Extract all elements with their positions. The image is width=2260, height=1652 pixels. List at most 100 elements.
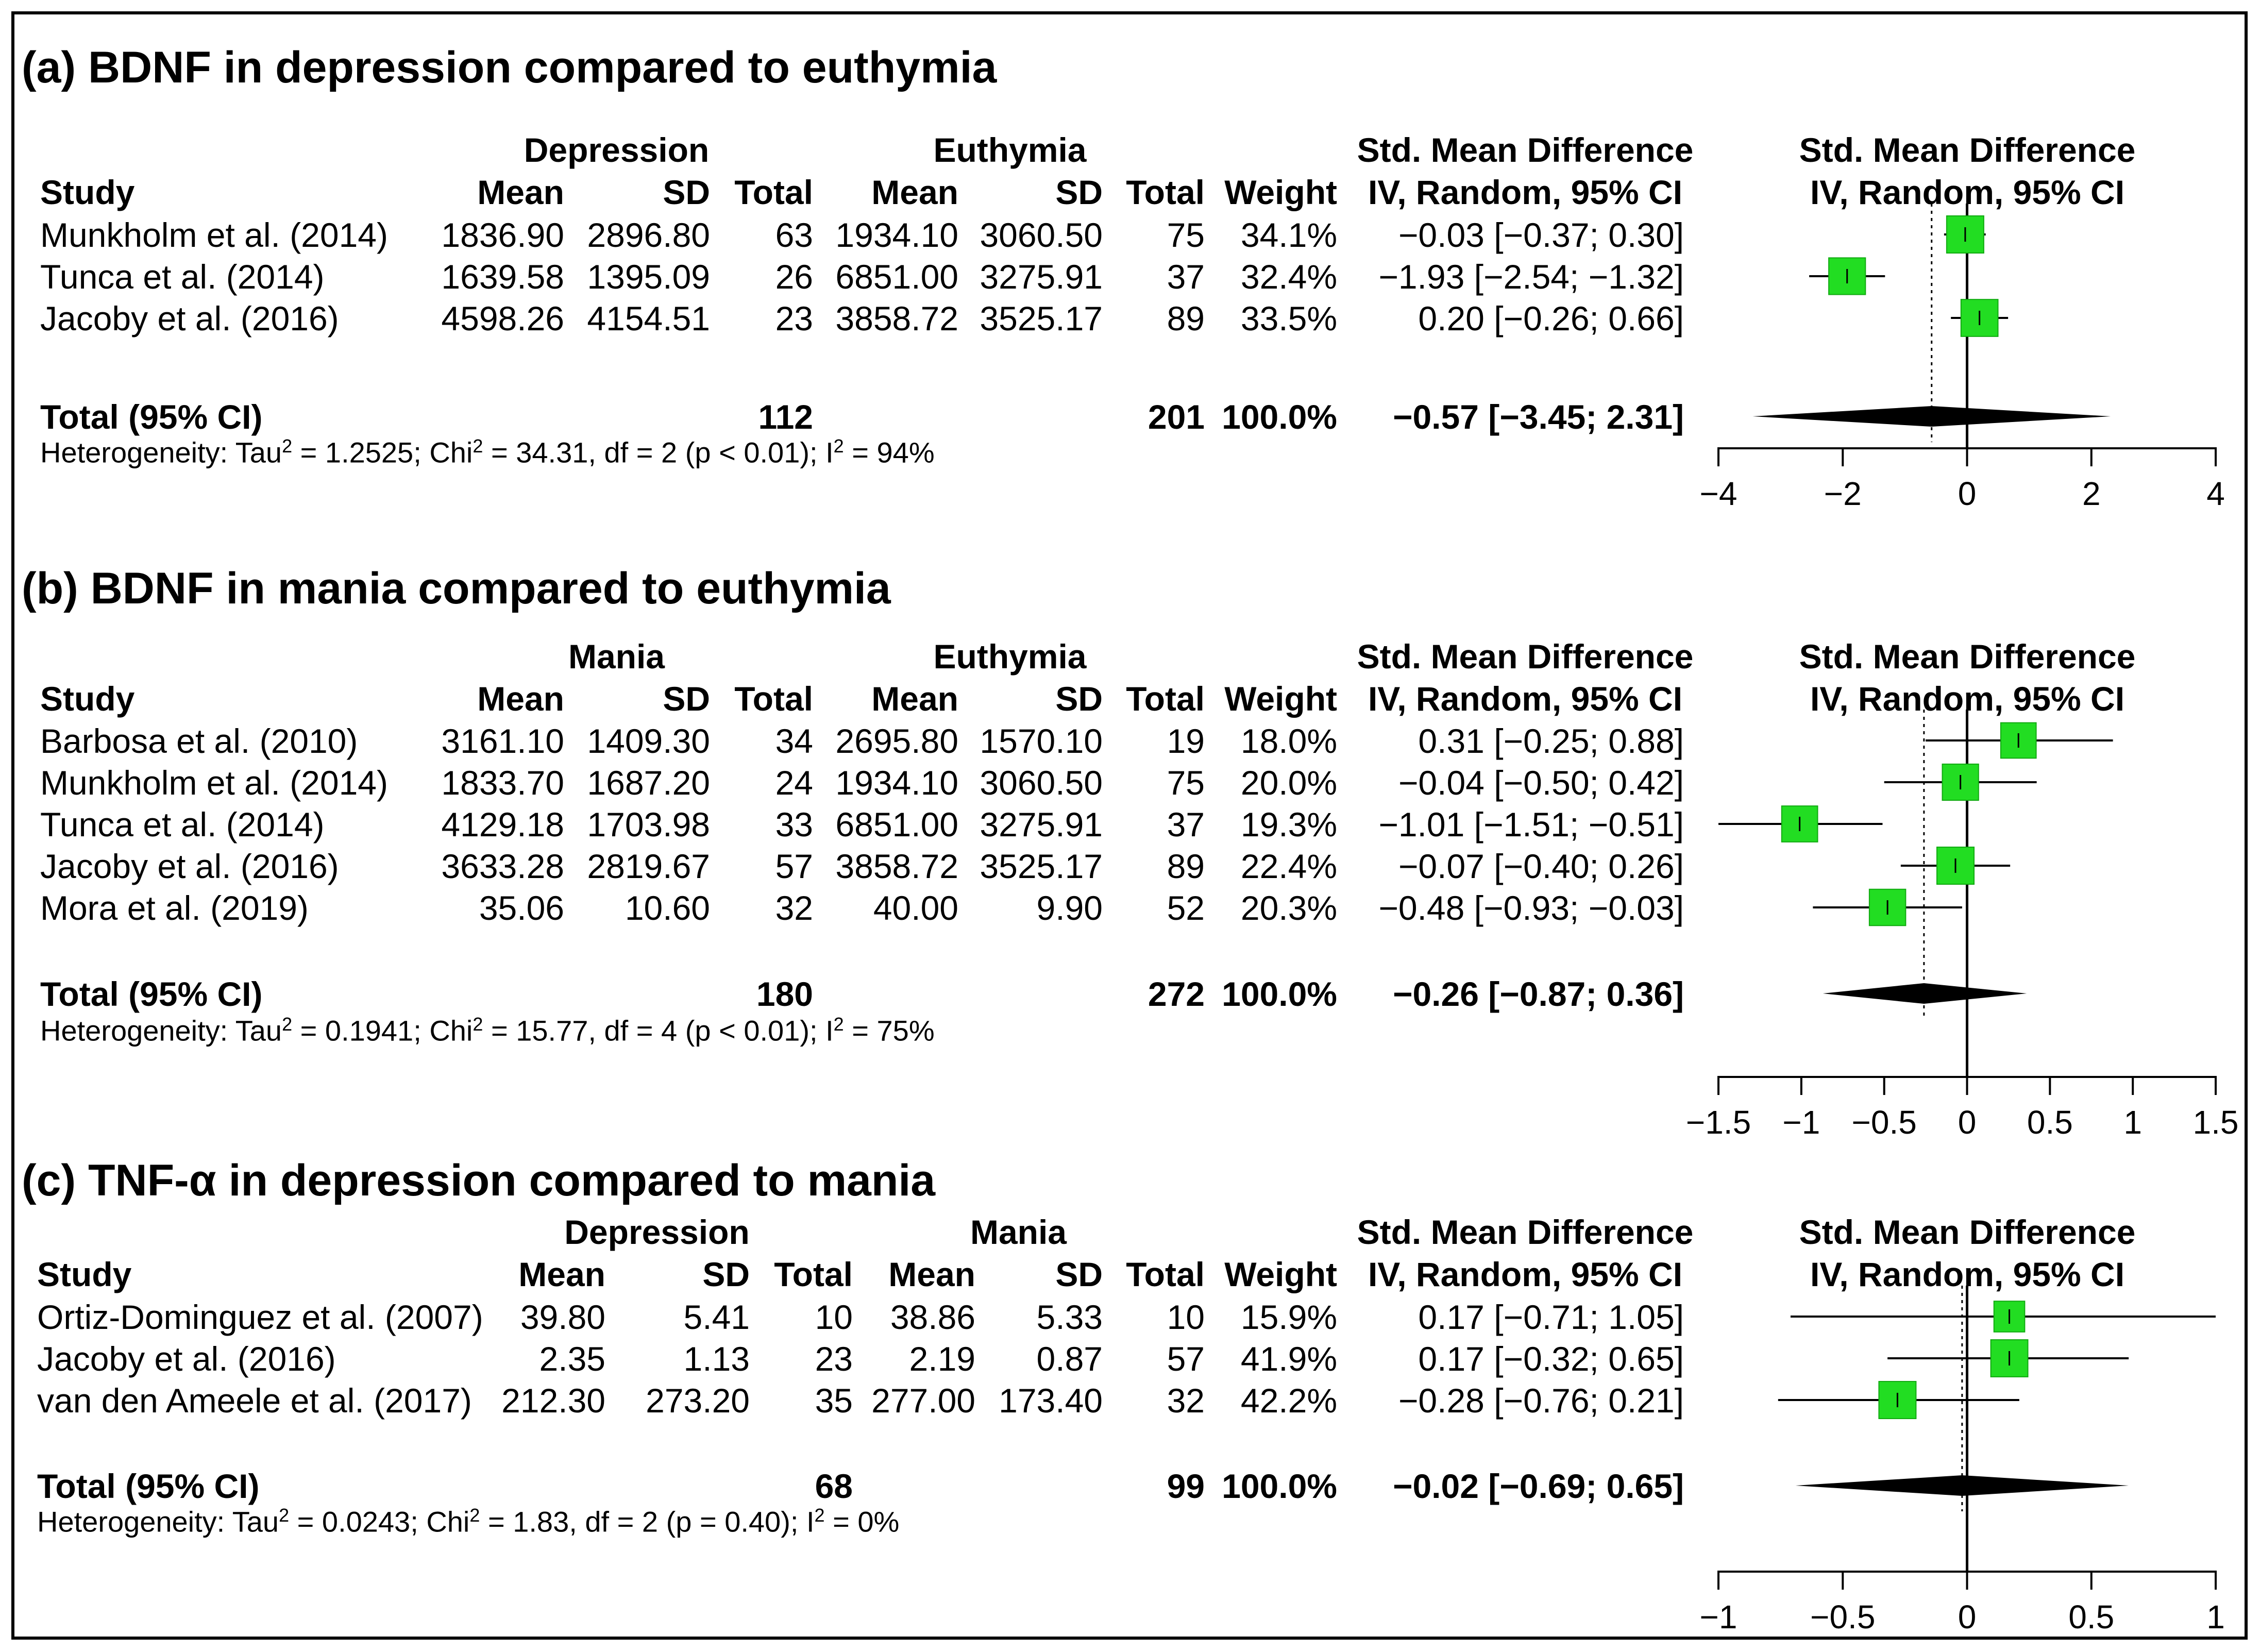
study-header: Study [40, 680, 135, 718]
ci-value: −0.03 [−0.37; 0.30] [1398, 216, 1684, 254]
mean1-header: Mean [518, 1255, 605, 1293]
n1-value: 10 [815, 1298, 853, 1336]
n1-value: 32 [775, 889, 813, 927]
sd2-header: SD [1055, 680, 1103, 718]
group1-label: Depression [524, 131, 710, 169]
n1-value: 63 [775, 216, 813, 254]
x-tick-label: 2 [2082, 475, 2101, 512]
sd1-value: 1703.98 [587, 805, 710, 844]
figure-frame [11, 11, 2248, 1640]
total-label: Total (95% CI) [40, 975, 263, 1013]
sd2-header: SD [1055, 1255, 1103, 1293]
sd1-value: 5.41 [683, 1298, 750, 1336]
total-n2: 201 [1148, 398, 1205, 436]
het-part: 4 [661, 1014, 678, 1047]
sd1-header: SD [663, 680, 710, 718]
sd2-value: 3525.17 [980, 299, 1103, 338]
n2-value: 52 [1167, 889, 1205, 927]
weight-value: 18.0% [1240, 722, 1337, 760]
pooled-diamond [1795, 1475, 2129, 1496]
sd2-value: 3275.91 [980, 258, 1103, 296]
het-part: 2 [642, 1505, 659, 1538]
pooled-diamond [1752, 406, 2111, 427]
x-tick-label: 1.5 [2193, 1104, 2239, 1141]
total-ci: −0.02 [−0.69; 0.65] [1392, 1467, 1684, 1505]
n1-value: 23 [815, 1340, 853, 1378]
panel-title: (b) BDNF in mania compared to euthymia [22, 564, 891, 613]
total-n2: 99 [1167, 1467, 1205, 1505]
x-tick-label: −1.5 [1686, 1104, 1751, 1141]
total-weight: 100.0% [1222, 1467, 1337, 1505]
sd1-value: 4154.51 [587, 299, 710, 338]
sd2-value: 3525.17 [980, 847, 1103, 885]
mean1-value: 35.06 [479, 889, 564, 927]
weight-value: 15.9% [1240, 1298, 1337, 1336]
total-n1: 180 [756, 975, 813, 1013]
group1-label: Mania [568, 637, 665, 676]
het-part: Heterogeneity: Tau [40, 436, 282, 469]
het-part: p = 0.40 [676, 1505, 781, 1538]
n2-value: 75 [1167, 216, 1205, 254]
ci-value: −0.07 [−0.40; 0.26] [1398, 847, 1684, 885]
smd-header-line2: IV, Random, 95% CI [1368, 1255, 1683, 1293]
total1-header: Total [734, 680, 813, 718]
mean1-value: 2.35 [539, 1340, 605, 1378]
sd1-value: 10.60 [625, 889, 710, 927]
weight-value: 33.5% [1240, 299, 1337, 338]
mean2-header: Mean [871, 680, 958, 718]
weight-value: 22.4% [1240, 847, 1337, 885]
n2-value: 10 [1167, 1298, 1205, 1336]
ci-value: 0.17 [−0.32; 0.65] [1418, 1340, 1684, 1378]
het-part: 2 [469, 1505, 480, 1526]
pooled-diamond [1823, 983, 2027, 1004]
n1-value: 57 [775, 847, 813, 885]
n1-value: 35 [815, 1381, 853, 1420]
mean2-value: 3858.72 [835, 299, 958, 338]
mean2-value: 6851.00 [835, 805, 958, 844]
mean1-value: 4129.18 [441, 805, 564, 844]
het-part: 75% [876, 1014, 935, 1047]
x-tick-label: 1 [2123, 1104, 2142, 1141]
x-tick-label: 0 [1958, 1598, 1977, 1636]
total-weight: 100.0% [1222, 398, 1337, 436]
het-part: 1.83 [513, 1505, 569, 1538]
n2-value: 19 [1167, 722, 1205, 760]
ci-value: −0.04 [−0.50; 0.42] [1398, 764, 1684, 802]
study-name: Mora et al. (2019) [40, 889, 309, 927]
study-name: Tunca et al. (2014) [40, 258, 325, 296]
sd1-value: 2819.67 [587, 847, 710, 885]
x-tick-label: −0.5 [1851, 1104, 1916, 1141]
weight-value: 20.0% [1240, 764, 1337, 802]
sd1-value: 1409.30 [587, 722, 710, 760]
total-n1: 68 [815, 1467, 853, 1505]
mean1-header: Mean [477, 680, 564, 718]
x-tick-label: 0 [1958, 475, 1977, 512]
sd2-value: 3060.50 [980, 216, 1103, 254]
sd1-value: 1687.20 [587, 764, 710, 802]
plot-header-line1: Std. Mean Difference [1799, 1213, 2136, 1251]
mean2-value: 6851.00 [835, 258, 958, 296]
het-part: 2 [833, 435, 844, 457]
total1-header: Total [774, 1255, 853, 1293]
het-part: 0.1941 [325, 1014, 414, 1047]
het-part: p < 0.01 [695, 1014, 800, 1047]
sd1-value: 1.13 [683, 1340, 750, 1378]
weight-header: Weight [1224, 680, 1337, 718]
het-part: 0% [857, 1505, 900, 1538]
sd2-value: 1570.10 [980, 722, 1103, 760]
mean2-value: 277.00 [871, 1381, 975, 1420]
x-tick-label: −1 [1700, 1598, 1738, 1636]
total-label: Total (95% CI) [40, 398, 263, 436]
study-name: Barbosa et al. (2010) [40, 722, 358, 760]
het-part: 94% [876, 436, 935, 469]
total2-header: Total [1126, 173, 1205, 211]
n2-value: 89 [1167, 299, 1205, 338]
ci-value: 0.17 [−0.71; 1.05] [1418, 1298, 1684, 1336]
n2-value: 32 [1167, 1381, 1205, 1420]
group2-label: Euthymia [933, 131, 1087, 169]
x-tick-label: 0.5 [2027, 1104, 2073, 1141]
sd2-value: 9.90 [1036, 889, 1103, 927]
smd-header-line1: Std. Mean Difference [1357, 131, 1694, 169]
het-part: 15.77 [516, 1014, 588, 1047]
